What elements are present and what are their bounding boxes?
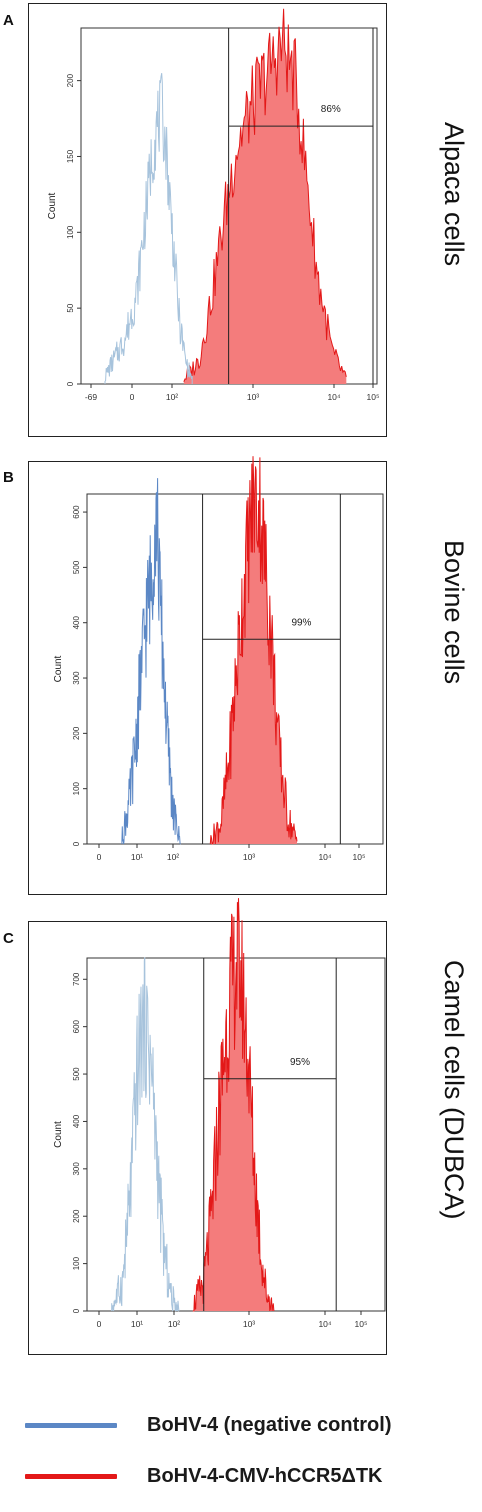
y-tick-label: 0 <box>72 1308 81 1313</box>
y-tick-label: 100 <box>72 1256 81 1270</box>
x-tick-label: 10⁵ <box>355 1319 368 1329</box>
infected-histogram-fill <box>192 898 274 1311</box>
legend-swatch-infected <box>25 1474 117 1479</box>
y-tick-label: 100 <box>72 781 81 795</box>
panel-letter-b: B <box>3 469 14 486</box>
y-axis-label: Count <box>53 655 64 682</box>
y-tick-label: 300 <box>72 671 81 685</box>
y-tick-label: 500 <box>72 1067 81 1081</box>
legend-item-control: BoHV-4 (negative control) <box>25 1414 391 1437</box>
x-tick-label: 10² <box>168 1319 180 1329</box>
histogram-a: 0 50 100 150 200 Count -69 0 10² 10³ 10⁴ 10⁵ 86% <box>47 8 380 402</box>
y-tick-label: 600 <box>72 505 81 519</box>
y-tick-label: 500 <box>72 560 81 574</box>
y-axis-label: Count <box>53 1121 64 1148</box>
side-label-b: Bovine cells <box>439 540 469 685</box>
y-tick-label: 200 <box>72 726 81 740</box>
y-tick-label: 600 <box>72 1019 81 1033</box>
side-label-c: Camel cells (DUBCA) <box>439 960 469 1220</box>
infected-histogram-fill <box>183 8 347 385</box>
x-tick-label: 10⁵ <box>367 392 380 402</box>
gate-percent-label: 86% <box>321 104 341 115</box>
infected-histogram-fill <box>210 456 297 844</box>
x-tick-label: 10³ <box>243 1319 255 1329</box>
legend-label-control: BoHV-4 (negative control) <box>147 1414 392 1436</box>
y-tick-label: 50 <box>66 303 75 312</box>
infected-histogram-line <box>209 456 298 845</box>
legend-label-infected: BoHV-4-CMV-hCCR5ΔTK <box>147 1465 383 1487</box>
infected-histogram-line <box>192 898 275 1312</box>
control-histogram-line <box>121 478 181 845</box>
side-label-a: Alpaca cells <box>439 122 469 267</box>
x-tick-label: 10¹ <box>131 1319 143 1329</box>
x-tick-label: 10¹ <box>131 852 143 862</box>
panel-letter-a: A <box>3 12 14 29</box>
legend-item-infected: BoHV-4-CMV-hCCR5ΔTK <box>25 1465 383 1488</box>
x-tick-label: 10² <box>167 852 179 862</box>
histogram-b: 0 100 200 300 400 500 600 Count 0 10¹ 10² 10³ 10⁴ 10⁵… <box>53 456 384 862</box>
x-tick-label: 0 <box>97 852 102 862</box>
x-tick-label: 10³ <box>247 392 259 402</box>
y-axis-label: Count <box>47 192 58 219</box>
gate-percent-label: 99% <box>291 617 311 628</box>
x-tick-label: 10⁵ <box>353 852 366 862</box>
y-tick-label: 150 <box>66 149 75 163</box>
y-tick-label: 0 <box>72 841 81 846</box>
y-tick-label: 0 <box>66 381 75 386</box>
panel-letter-c: C <box>3 930 14 947</box>
x-tick-label: 0 <box>130 392 135 402</box>
control-histogram-line <box>111 957 180 1312</box>
y-tick-label: 200 <box>72 1209 81 1223</box>
x-tick-label: -69 <box>85 392 98 402</box>
x-tick-label: 10⁴ <box>318 1319 331 1329</box>
x-tick-label: 10⁴ <box>318 852 331 862</box>
x-tick-label: 0 <box>97 1319 102 1329</box>
legend-swatch-control <box>25 1423 117 1428</box>
y-tick-label: 400 <box>72 1114 81 1128</box>
y-tick-label: 400 <box>72 615 81 629</box>
infected-histogram-line <box>183 8 347 382</box>
y-tick-label: 300 <box>72 1162 81 1176</box>
panel-c: 0 100 200 300 400 500 600 700 Count 0 10¹ 10² 10³ 10⁴… <box>28 898 469 1355</box>
x-tick-label: 10³ <box>243 852 255 862</box>
histogram-c: 0 100 200 300 400 500 600 700 Count 0 10¹ 10² 10³ 10⁴… <box>53 898 386 1329</box>
panel-a: 0 50 100 150 200 Count -69 0 10² 10³ 10⁴ 10⁵ 86% Alp… <box>28 3 469 437</box>
gate-percent-label: 95% <box>290 1057 310 1068</box>
y-tick-label: 100 <box>66 225 75 239</box>
control-histogram-line <box>104 73 193 385</box>
y-tick-label: 200 <box>66 73 75 87</box>
x-tick-label: 10² <box>166 392 178 402</box>
x-tick-label: 10⁴ <box>327 392 340 402</box>
y-tick-label: 700 <box>72 972 81 986</box>
panel-b: 0 100 200 300 400 500 600 Count 0 10¹ 10² 10³ 10⁴ 10⁵… <box>28 456 469 895</box>
